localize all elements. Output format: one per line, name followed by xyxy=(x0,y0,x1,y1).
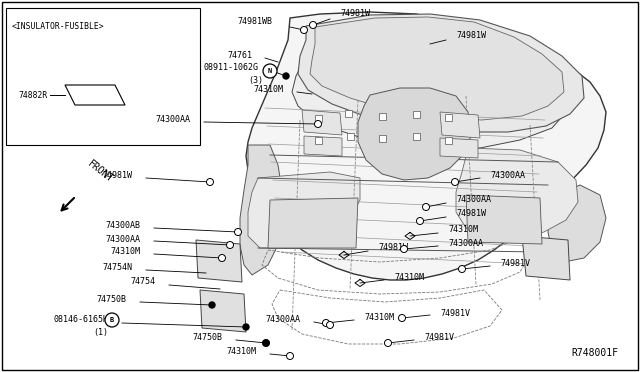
Polygon shape xyxy=(440,112,480,138)
Bar xyxy=(345,110,352,117)
Text: 74981W: 74981W xyxy=(456,31,486,39)
Text: 74300AA: 74300AA xyxy=(105,234,140,244)
Text: (3): (3) xyxy=(248,76,263,84)
Text: 74300AA: 74300AA xyxy=(155,115,190,125)
Polygon shape xyxy=(358,88,472,180)
Polygon shape xyxy=(302,110,342,135)
Circle shape xyxy=(209,302,215,308)
Polygon shape xyxy=(298,14,584,132)
Text: 74310M: 74310M xyxy=(226,347,256,356)
Text: 74981WB: 74981WB xyxy=(237,17,272,26)
Bar xyxy=(379,135,386,142)
Polygon shape xyxy=(65,85,125,105)
Circle shape xyxy=(105,313,119,327)
Text: 74981W: 74981W xyxy=(456,209,486,218)
Circle shape xyxy=(234,228,241,235)
Circle shape xyxy=(301,26,307,33)
Circle shape xyxy=(326,321,333,328)
Text: 74981V: 74981V xyxy=(440,308,470,317)
Polygon shape xyxy=(440,138,478,158)
Circle shape xyxy=(243,324,249,330)
Bar xyxy=(6,8,200,145)
Text: 74310M: 74310M xyxy=(253,86,283,94)
Text: 74761: 74761 xyxy=(227,51,252,60)
Circle shape xyxy=(417,218,424,224)
Text: 08911-1062G: 08911-1062G xyxy=(203,64,258,73)
Polygon shape xyxy=(466,195,542,244)
Circle shape xyxy=(287,353,294,359)
Text: 74310M: 74310M xyxy=(394,273,424,282)
Circle shape xyxy=(323,320,330,327)
Polygon shape xyxy=(196,240,242,282)
Circle shape xyxy=(314,121,321,128)
Text: 74300AA: 74300AA xyxy=(490,170,525,180)
Polygon shape xyxy=(310,17,564,120)
Polygon shape xyxy=(522,236,570,280)
Text: 74300AA: 74300AA xyxy=(448,238,483,247)
Circle shape xyxy=(458,266,465,273)
Circle shape xyxy=(399,314,406,321)
Circle shape xyxy=(283,73,289,79)
Bar xyxy=(445,137,452,144)
Text: 74750B: 74750B xyxy=(96,295,126,304)
Bar xyxy=(315,115,322,122)
Text: 74310M: 74310M xyxy=(110,247,140,257)
Text: 74750B: 74750B xyxy=(192,334,222,343)
Text: 08146-6165H: 08146-6165H xyxy=(53,315,108,324)
Circle shape xyxy=(207,179,214,186)
Bar xyxy=(347,133,354,140)
Text: 74882R: 74882R xyxy=(19,90,48,99)
Text: 74754N: 74754N xyxy=(102,263,132,272)
Bar xyxy=(445,114,452,121)
Polygon shape xyxy=(268,198,358,248)
Circle shape xyxy=(227,241,234,248)
Text: 74300AA: 74300AA xyxy=(265,315,300,324)
Text: 74981W: 74981W xyxy=(340,10,370,19)
Circle shape xyxy=(385,340,392,346)
Text: <INSULATOR-FUSIBLE>: <INSULATOR-FUSIBLE> xyxy=(12,22,104,31)
Text: (1): (1) xyxy=(93,328,108,337)
Text: 74300AB: 74300AB xyxy=(105,221,140,231)
Text: 74981W: 74981W xyxy=(102,170,132,180)
Circle shape xyxy=(422,203,429,211)
Bar xyxy=(413,133,420,140)
Text: 74981V: 74981V xyxy=(424,334,454,343)
Text: 74981W: 74981W xyxy=(378,244,408,253)
Polygon shape xyxy=(240,145,282,275)
Polygon shape xyxy=(246,12,606,280)
Circle shape xyxy=(451,179,458,186)
Circle shape xyxy=(262,340,269,346)
Text: FRONT: FRONT xyxy=(86,159,115,185)
Circle shape xyxy=(310,22,317,29)
Text: 74300AA: 74300AA xyxy=(456,196,491,205)
Circle shape xyxy=(263,340,269,346)
Text: 74310M: 74310M xyxy=(364,314,394,323)
Polygon shape xyxy=(248,172,360,248)
Polygon shape xyxy=(292,25,570,148)
Bar xyxy=(413,111,420,118)
Bar xyxy=(379,113,386,120)
Text: 74754: 74754 xyxy=(130,278,155,286)
Polygon shape xyxy=(456,148,578,238)
Text: B: B xyxy=(110,317,114,323)
Text: R748001F: R748001F xyxy=(571,348,618,358)
Text: 74310M: 74310M xyxy=(448,225,478,234)
Polygon shape xyxy=(548,185,606,262)
Text: N: N xyxy=(268,68,272,74)
Circle shape xyxy=(401,246,408,253)
Circle shape xyxy=(263,64,277,78)
Circle shape xyxy=(218,254,225,262)
Bar xyxy=(315,137,322,144)
Polygon shape xyxy=(200,290,246,332)
Text: 74981V: 74981V xyxy=(500,259,530,267)
Polygon shape xyxy=(304,136,342,156)
